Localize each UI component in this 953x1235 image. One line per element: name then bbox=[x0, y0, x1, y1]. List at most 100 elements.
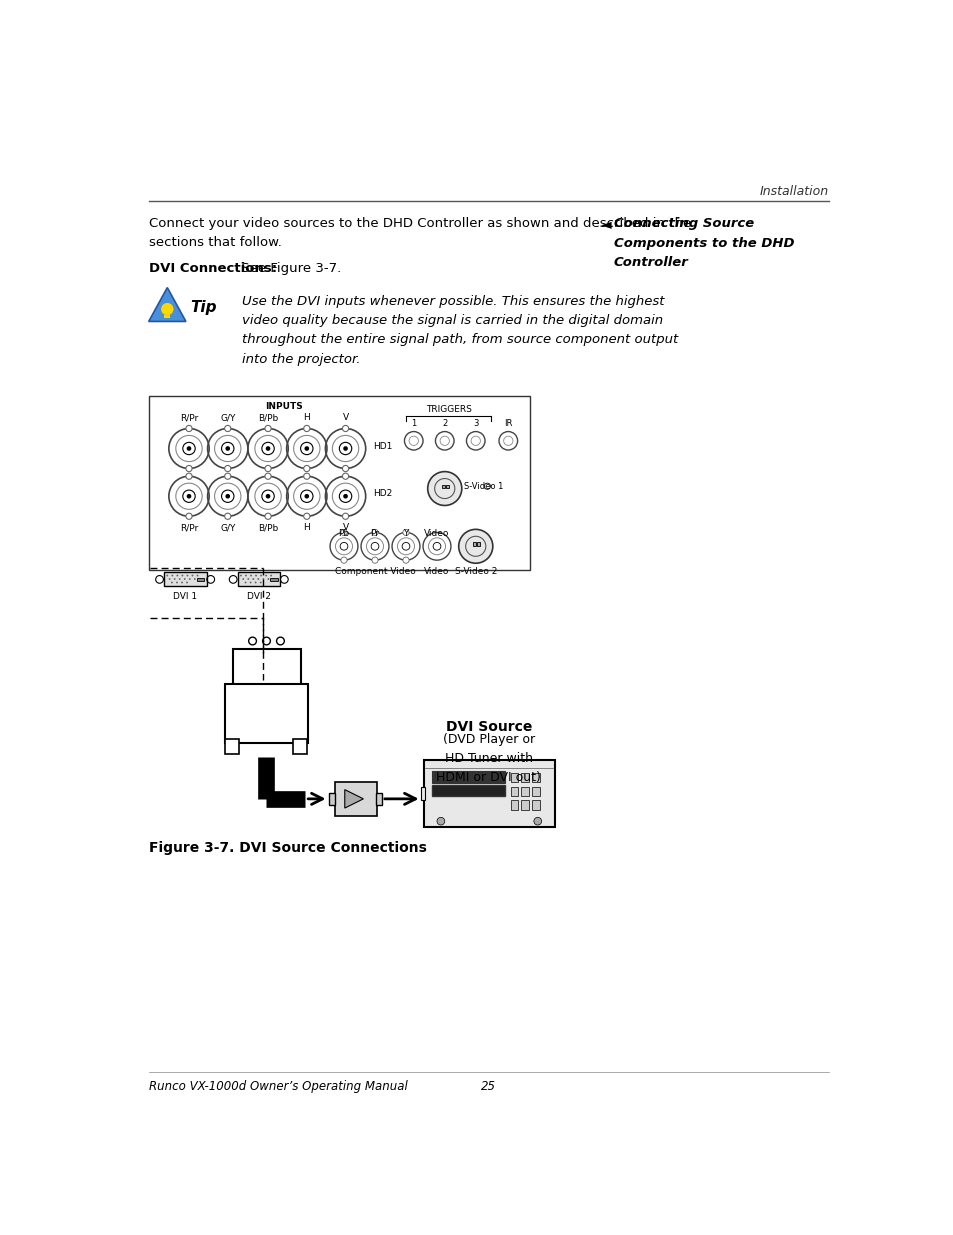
FancyBboxPatch shape bbox=[472, 542, 476, 546]
Text: See Figure 3-7.: See Figure 3-7. bbox=[236, 262, 341, 275]
Circle shape bbox=[402, 530, 409, 536]
FancyBboxPatch shape bbox=[270, 578, 278, 580]
Text: Use the DVI inputs whenever possible. This ensures the highest
video quality bec: Use the DVI inputs whenever possible. Th… bbox=[241, 294, 678, 366]
Text: DVI Source: DVI Source bbox=[445, 720, 532, 734]
FancyBboxPatch shape bbox=[431, 785, 505, 795]
FancyBboxPatch shape bbox=[431, 771, 505, 783]
Circle shape bbox=[340, 557, 347, 563]
Text: Figure 3-7. DVI Source Connections: Figure 3-7. DVI Source Connections bbox=[149, 841, 426, 855]
FancyBboxPatch shape bbox=[423, 761, 555, 826]
Circle shape bbox=[436, 818, 444, 825]
Circle shape bbox=[402, 557, 409, 563]
Circle shape bbox=[186, 514, 192, 520]
Circle shape bbox=[372, 557, 377, 563]
Circle shape bbox=[189, 578, 191, 580]
Text: HD1: HD1 bbox=[373, 442, 393, 451]
Circle shape bbox=[250, 574, 252, 577]
FancyBboxPatch shape bbox=[225, 739, 239, 755]
Circle shape bbox=[303, 514, 310, 520]
Text: S-Video 1: S-Video 1 bbox=[464, 483, 503, 492]
FancyBboxPatch shape bbox=[164, 573, 207, 587]
Text: HD2: HD2 bbox=[373, 489, 393, 499]
Circle shape bbox=[260, 574, 262, 577]
Circle shape bbox=[342, 473, 348, 479]
Circle shape bbox=[259, 582, 261, 583]
Text: Video: Video bbox=[424, 567, 449, 576]
Text: 1: 1 bbox=[411, 419, 416, 429]
Text: V: V bbox=[342, 524, 348, 532]
Circle shape bbox=[372, 530, 377, 536]
Circle shape bbox=[181, 582, 183, 583]
FancyBboxPatch shape bbox=[196, 578, 204, 580]
Circle shape bbox=[176, 582, 177, 583]
Text: Y: Y bbox=[403, 530, 408, 538]
Polygon shape bbox=[344, 789, 363, 808]
Text: Pr: Pr bbox=[370, 530, 379, 538]
Circle shape bbox=[342, 425, 348, 431]
FancyBboxPatch shape bbox=[445, 484, 448, 488]
Text: V: V bbox=[342, 412, 348, 422]
Circle shape bbox=[304, 446, 309, 451]
Circle shape bbox=[262, 578, 264, 580]
Polygon shape bbox=[149, 288, 186, 321]
Circle shape bbox=[342, 466, 348, 472]
Text: B/Pb: B/Pb bbox=[257, 412, 278, 422]
Circle shape bbox=[169, 578, 171, 580]
Circle shape bbox=[224, 473, 231, 479]
Circle shape bbox=[265, 473, 271, 479]
Circle shape bbox=[224, 425, 231, 431]
Circle shape bbox=[196, 574, 198, 577]
FancyBboxPatch shape bbox=[441, 484, 444, 488]
Text: R/Pr: R/Pr bbox=[180, 524, 198, 532]
Circle shape bbox=[265, 514, 271, 520]
Circle shape bbox=[247, 578, 249, 580]
Text: H: H bbox=[303, 412, 310, 422]
Text: 25: 25 bbox=[481, 1079, 496, 1093]
Text: Installation: Installation bbox=[760, 185, 828, 198]
Circle shape bbox=[303, 473, 310, 479]
Text: IR: IR bbox=[503, 419, 512, 429]
Circle shape bbox=[186, 466, 192, 472]
Circle shape bbox=[178, 578, 180, 580]
Circle shape bbox=[303, 425, 310, 431]
FancyBboxPatch shape bbox=[532, 773, 539, 782]
Circle shape bbox=[253, 578, 254, 580]
FancyBboxPatch shape bbox=[149, 396, 530, 571]
Circle shape bbox=[304, 494, 309, 499]
Circle shape bbox=[266, 446, 270, 451]
Circle shape bbox=[303, 466, 310, 472]
Circle shape bbox=[265, 425, 271, 431]
FancyBboxPatch shape bbox=[329, 793, 335, 805]
Text: DVI Connections:: DVI Connections: bbox=[149, 262, 276, 275]
Circle shape bbox=[254, 582, 256, 583]
Circle shape bbox=[172, 574, 173, 577]
Circle shape bbox=[176, 574, 178, 577]
Circle shape bbox=[186, 473, 192, 479]
FancyBboxPatch shape bbox=[510, 773, 517, 782]
Circle shape bbox=[225, 494, 230, 499]
Circle shape bbox=[187, 574, 188, 577]
Circle shape bbox=[257, 578, 259, 580]
Circle shape bbox=[186, 582, 188, 583]
Circle shape bbox=[192, 574, 193, 577]
Circle shape bbox=[343, 446, 348, 451]
Circle shape bbox=[224, 466, 231, 472]
Circle shape bbox=[225, 446, 230, 451]
FancyBboxPatch shape bbox=[225, 684, 308, 743]
FancyBboxPatch shape bbox=[532, 787, 539, 795]
Text: ◄: ◄ bbox=[600, 217, 611, 231]
FancyBboxPatch shape bbox=[335, 782, 376, 816]
FancyBboxPatch shape bbox=[521, 800, 529, 810]
Circle shape bbox=[244, 582, 246, 583]
Circle shape bbox=[187, 446, 192, 451]
Text: INPUTS: INPUTS bbox=[265, 403, 303, 411]
Text: 3: 3 bbox=[473, 419, 478, 429]
Circle shape bbox=[166, 574, 168, 577]
FancyBboxPatch shape bbox=[521, 787, 529, 795]
Circle shape bbox=[343, 494, 348, 499]
Circle shape bbox=[184, 578, 186, 580]
Circle shape bbox=[242, 578, 244, 580]
FancyBboxPatch shape bbox=[237, 573, 280, 587]
FancyBboxPatch shape bbox=[510, 800, 517, 810]
Circle shape bbox=[267, 578, 269, 580]
